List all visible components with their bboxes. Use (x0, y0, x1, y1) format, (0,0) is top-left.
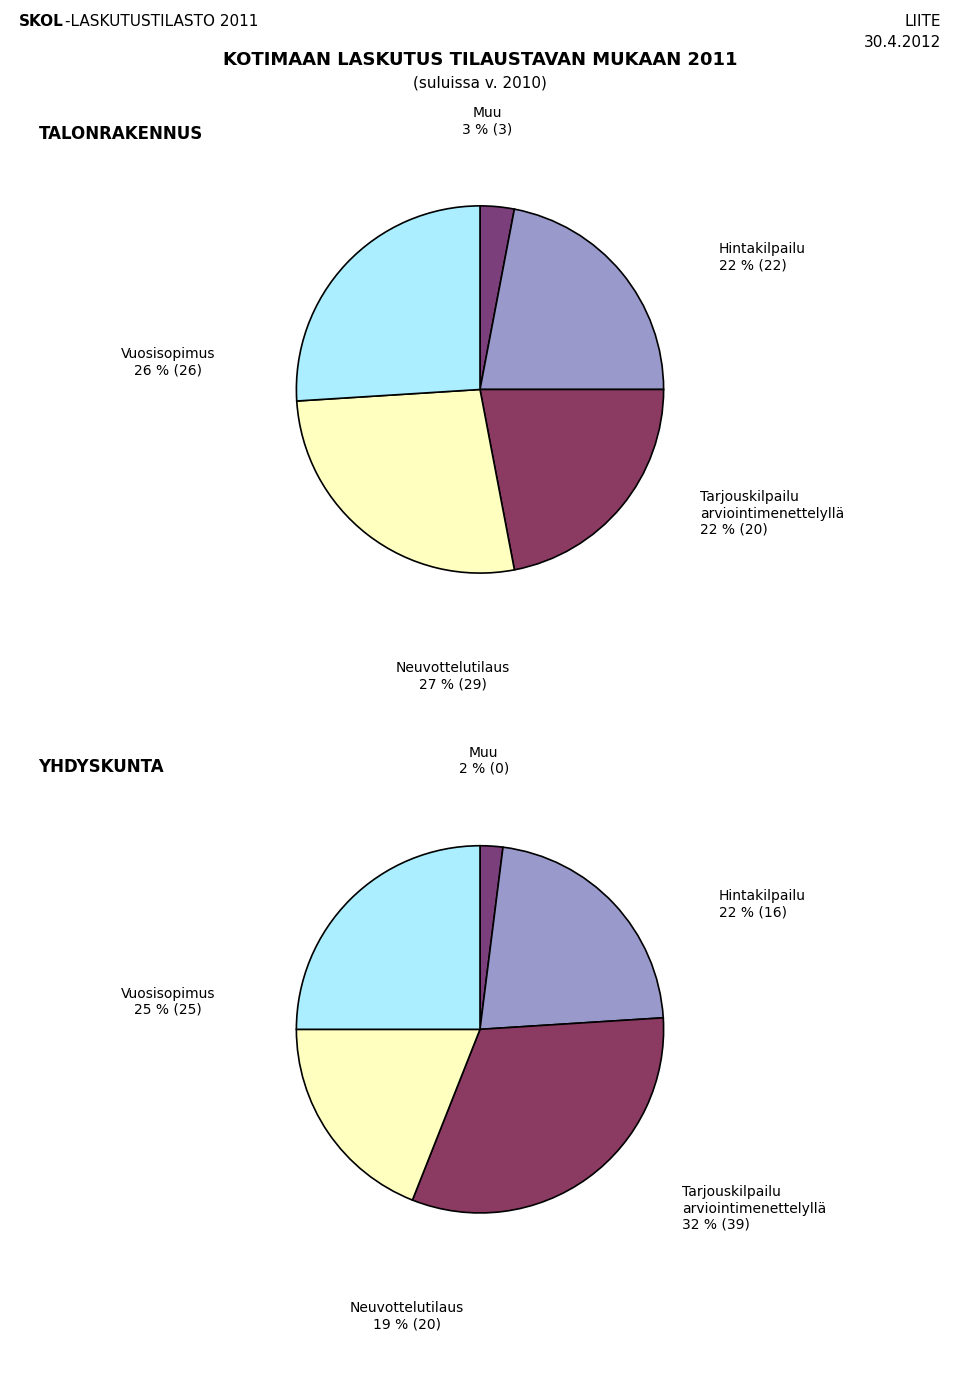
Wedge shape (480, 389, 663, 570)
Text: LIITE: LIITE (904, 14, 941, 29)
Text: TALONRAKENNUS: TALONRAKENNUS (38, 125, 203, 143)
Wedge shape (480, 846, 503, 1029)
Text: Hintakilpailu
22 % (22): Hintakilpailu 22 % (22) (719, 242, 805, 273)
Text: Vuosisopimus
26 % (26): Vuosisopimus 26 % (26) (121, 346, 215, 377)
Text: SKOL: SKOL (19, 14, 64, 29)
Wedge shape (480, 209, 663, 389)
Wedge shape (480, 206, 515, 389)
Text: Tarjouskilpailu
arviointimenettelyllä
22 % (20): Tarjouskilpailu arviointimenettelyllä 22… (701, 491, 845, 537)
Text: KOTIMAAN LASKUTUS TILAUSTAVAN MUKAAN 2011: KOTIMAAN LASKUTUS TILAUSTAVAN MUKAAN 201… (223, 51, 737, 70)
Text: Hintakilpailu
22 % (16): Hintakilpailu 22 % (16) (719, 889, 805, 919)
Wedge shape (413, 1018, 663, 1213)
Wedge shape (297, 389, 515, 573)
Wedge shape (480, 847, 663, 1029)
Text: Neuvottelutilaus
19 % (20): Neuvottelutilaus 19 % (20) (349, 1301, 464, 1331)
Wedge shape (297, 206, 480, 401)
Text: Muu
3 % (3): Muu 3 % (3) (462, 106, 513, 136)
Text: Muu
2 % (0): Muu 2 % (0) (459, 746, 509, 776)
Text: Tarjouskilpailu
arviointimenettelyllä
32 % (39): Tarjouskilpailu arviointimenettelyllä 32… (682, 1185, 827, 1232)
Text: -LASKUTUSTILASTO 2011: -LASKUTUSTILASTO 2011 (65, 14, 258, 29)
Text: Neuvottelutilaus
27 % (29): Neuvottelutilaus 27 % (29) (396, 661, 510, 691)
Text: YHDYSKUNTA: YHDYSKUNTA (38, 758, 164, 776)
Wedge shape (297, 1029, 480, 1200)
Text: (suluissa v. 2010): (suluissa v. 2010) (413, 75, 547, 90)
Text: 30.4.2012: 30.4.2012 (864, 35, 941, 50)
Text: Vuosisopimus
25 % (25): Vuosisopimus 25 % (25) (121, 986, 215, 1017)
Wedge shape (297, 846, 480, 1029)
